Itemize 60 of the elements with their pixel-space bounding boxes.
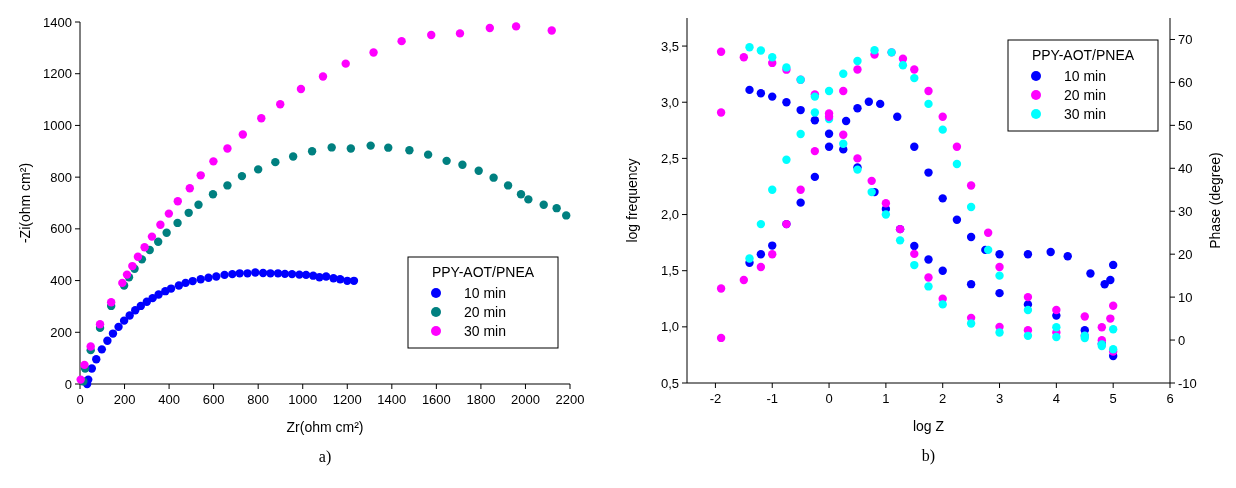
x-tick-label: 2000 xyxy=(510,392,540,407)
y2-tick-label: 70 xyxy=(1178,31,1193,47)
y-tick-label: 1,0 xyxy=(660,319,679,335)
y2-tick-label: 30 xyxy=(1178,203,1193,219)
legend-label: 10 min xyxy=(1064,68,1107,84)
y-tick-label: 200 xyxy=(50,324,72,340)
x-tick-label: 0 xyxy=(76,392,84,407)
x-tick-label: -1 xyxy=(766,391,779,406)
y2-tick-label: 10 xyxy=(1178,289,1193,305)
x-tick-label: 800 xyxy=(247,392,270,407)
x-axis-title: log Z xyxy=(912,418,945,434)
legend-label: 20 min xyxy=(464,304,507,320)
x-tick-label: 1800 xyxy=(466,392,496,407)
y2-tick-label: 40 xyxy=(1178,160,1193,176)
y-tick-label: 400 xyxy=(50,273,72,289)
y-tick-label: 2,5 xyxy=(660,150,679,166)
legend-label: 10 min xyxy=(464,285,507,301)
x-tick-label: 2200 xyxy=(555,392,585,407)
legend-title: PPY-AOT/PNEA xyxy=(431,264,535,280)
y-tick-label: 1400 xyxy=(43,14,72,30)
x-tick-label: 6 xyxy=(1166,391,1174,406)
y2-tick-label: 0 xyxy=(1178,332,1186,348)
x-tick-label: -2 xyxy=(709,391,722,406)
y-tick-label: 3,5 xyxy=(660,38,679,54)
x-tick-label: 600 xyxy=(202,392,225,407)
legend-label: 30 min xyxy=(1064,106,1107,122)
y2-tick-label: 60 xyxy=(1178,74,1193,90)
x-tick-label: 1 xyxy=(882,391,890,406)
y2-tick-label: 20 xyxy=(1178,246,1193,262)
x-tick-label: 400 xyxy=(158,392,180,407)
x-tick-label: 5 xyxy=(1109,391,1117,406)
y-tick-label: 2,0 xyxy=(660,207,679,223)
y-tick-label: 1000 xyxy=(43,117,72,133)
y-tick-label: 0 xyxy=(64,376,72,392)
x-tick-label: 2 xyxy=(939,391,947,406)
y-tick-label: 600 xyxy=(50,221,72,237)
y2-tick-label: -10 xyxy=(1178,375,1197,391)
y-tick-label: 1,5 xyxy=(660,263,679,279)
y2-tick-label: 50 xyxy=(1178,117,1193,133)
x-tick-label: 1200 xyxy=(332,392,362,407)
x-tick-label: 3 xyxy=(995,391,1004,406)
y2-axis-title: Phase (degree) xyxy=(1207,152,1223,249)
y-tick-label: 0,5 xyxy=(660,375,679,391)
x-tick-label: 4 xyxy=(1052,391,1060,406)
text: a) xyxy=(318,448,332,466)
x-axis-title: Zr(ohm cm²) xyxy=(286,419,364,435)
legend-label: 20 min xyxy=(1064,87,1107,103)
x-tick-label: 0 xyxy=(825,391,833,406)
x-tick-label: 1400 xyxy=(377,392,407,407)
y-axis-title: -Zi(ohm cm²) xyxy=(17,162,33,244)
y-tick-label: 3,0 xyxy=(660,94,679,110)
x-tick-label: 1000 xyxy=(288,392,318,407)
legend-label: 30 min xyxy=(464,323,507,339)
legend-title: PPY-AOT/PNEA xyxy=(1031,47,1135,63)
y-axis-title: log frequency xyxy=(624,158,640,243)
y-tick-label: 1200 xyxy=(43,66,72,82)
text: b) xyxy=(921,447,936,465)
x-tick-label: 200 xyxy=(113,392,136,407)
y-tick-label: 800 xyxy=(50,169,72,185)
x-tick-label: 1600 xyxy=(421,392,451,407)
